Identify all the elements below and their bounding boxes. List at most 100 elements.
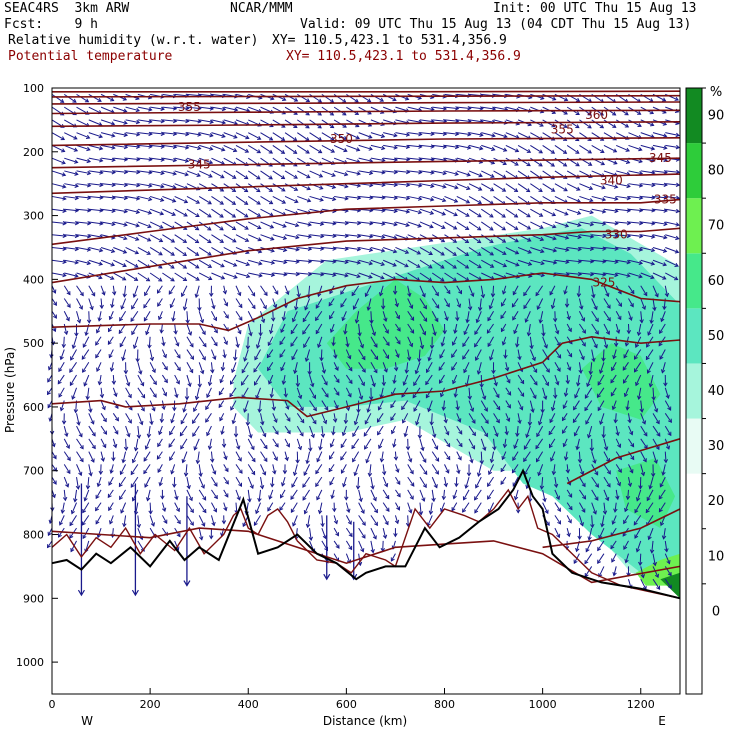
wind-vector-head <box>370 549 375 554</box>
wind-vector-head <box>163 378 168 384</box>
wind-vector <box>260 438 268 449</box>
wind-vector <box>272 451 278 461</box>
wind-vector <box>661 362 666 373</box>
wind-vector <box>407 310 415 321</box>
wind-vector-head <box>293 306 299 311</box>
wind-vector <box>88 195 103 199</box>
wind-vector-head <box>213 329 218 334</box>
x-tick-label: 200 <box>140 698 161 711</box>
wind-vector-head <box>582 329 586 334</box>
wind-vector <box>514 489 519 500</box>
wind-vector-head <box>72 111 77 116</box>
wind-vector-head <box>452 379 457 385</box>
wind-vector-head <box>266 353 271 359</box>
wind-vector-head <box>420 446 425 452</box>
wind-vector-head <box>74 233 80 239</box>
wind-vector <box>652 132 667 137</box>
wind-vector <box>664 400 672 411</box>
wind-vector-head <box>307 271 313 277</box>
wind-vector-head <box>392 379 397 385</box>
wind-vector <box>427 515 433 527</box>
wind-vector <box>333 515 338 524</box>
wind-vector-head <box>451 507 456 512</box>
wind-vector <box>444 144 459 148</box>
wind-vector-head <box>224 493 229 498</box>
wind-vector-head <box>290 329 295 335</box>
wind-vector-head <box>363 432 368 437</box>
colorbar-tick-label: 80 <box>708 164 725 179</box>
wind-vector-head <box>491 369 496 375</box>
wind-vector-head <box>380 305 386 310</box>
y-tick-label: 300 <box>23 210 44 223</box>
wind-vector <box>258 489 262 502</box>
wind-vector-head <box>610 545 615 550</box>
wind-vector-head <box>638 195 644 200</box>
wind-vector <box>358 515 366 526</box>
wind-vector <box>431 247 445 256</box>
wind-vector <box>112 285 116 295</box>
wind-vector <box>143 464 151 474</box>
wind-vector-head <box>57 380 62 385</box>
wind-vector <box>186 208 200 217</box>
wind-vector-head <box>403 432 408 438</box>
wind-vector <box>382 502 390 512</box>
wind-vector <box>137 106 152 111</box>
wind-vector <box>208 438 212 450</box>
wind-vector-head <box>307 222 312 227</box>
wind-vector <box>468 144 483 150</box>
wind-vector <box>432 183 446 188</box>
wind-vector-head <box>418 183 423 188</box>
wind-vector-head <box>597 406 602 412</box>
wind-vector <box>211 119 226 124</box>
wind-vector <box>159 476 163 486</box>
wind-vector-head <box>87 183 92 188</box>
wind-vector <box>158 311 163 320</box>
wind-vector-head <box>577 222 582 227</box>
wind-vector-head <box>256 188 261 193</box>
wind-vector-head <box>108 354 113 359</box>
wind-vector-head <box>209 119 214 124</box>
wind-vector-head <box>577 271 583 277</box>
wind-vector <box>63 93 77 103</box>
wind-vector-head <box>316 496 321 501</box>
wind-vector <box>650 311 654 324</box>
wind-vector-head <box>382 534 388 540</box>
wind-vector <box>566 528 570 537</box>
wind-vector <box>95 502 102 511</box>
wind-vector <box>198 221 212 231</box>
wind-vector-head <box>379 458 385 463</box>
wind-vector-head <box>405 157 411 162</box>
wind-vector <box>584 387 593 399</box>
wind-vector-head <box>384 483 389 488</box>
wind-vector <box>284 387 287 397</box>
wind-vector <box>260 132 273 141</box>
wind-vector-head <box>257 408 262 413</box>
wind-vector-head <box>456 469 461 475</box>
wind-vector-head <box>626 246 632 252</box>
wind-vector-head <box>310 433 315 439</box>
wind-vector <box>247 144 261 154</box>
wind-vector <box>648 527 654 540</box>
wind-vector-head <box>146 237 152 242</box>
wind-vector-head <box>353 471 358 477</box>
wind-vector <box>652 144 667 149</box>
wind-vector-head <box>207 200 212 205</box>
wind-vector <box>578 515 584 526</box>
wind-vector <box>645 349 654 360</box>
wind-vector-head <box>360 381 365 387</box>
wind-vector <box>297 221 312 226</box>
wind-vector <box>474 336 482 347</box>
wind-vector <box>309 425 315 438</box>
wind-vector-head <box>430 131 435 137</box>
wind-vector <box>272 298 277 308</box>
wind-vector-head <box>480 294 486 299</box>
wind-vector <box>517 183 530 193</box>
wind-vector-head <box>320 246 325 251</box>
wind-vector-head <box>630 289 635 295</box>
wind-vector-head <box>655 420 660 425</box>
wind-vector-head <box>369 234 374 239</box>
wind-vector <box>98 311 102 321</box>
wind-vector <box>370 515 378 526</box>
wind-vector <box>113 144 128 148</box>
wind-vector <box>100 144 115 149</box>
